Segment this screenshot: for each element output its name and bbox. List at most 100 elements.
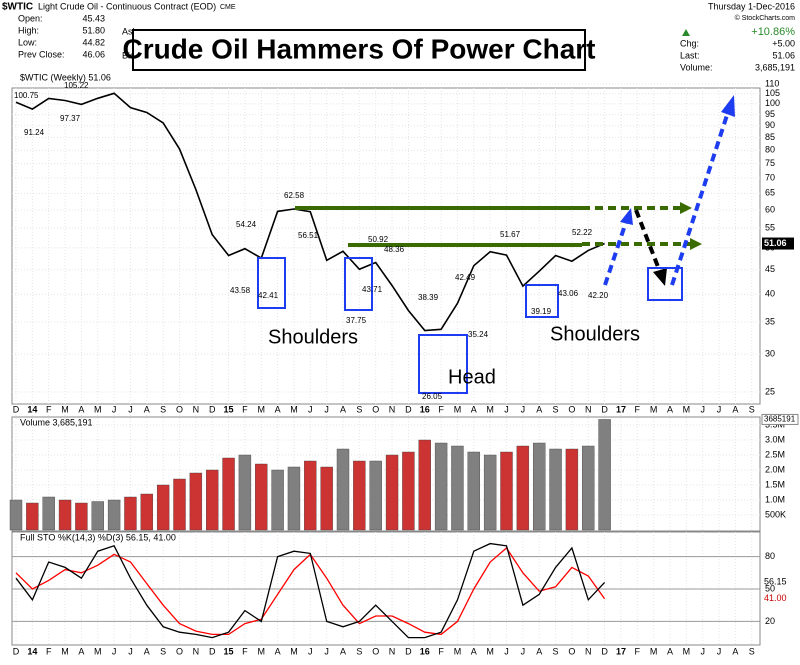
price-panel [11,87,761,405]
credit: © StockCharts.com [735,14,796,22]
y-tick-label: 65 [765,188,775,198]
x-tick-label: D [405,646,412,656]
chart-title: Crude Oil Hammers Of Power Chart [122,33,595,64]
y-tick-label: 85 [765,132,775,142]
price-label: 38.39 [418,293,439,302]
hammer-box [257,257,286,309]
header-label: Open: [18,13,43,23]
price-label: 39.19 [531,307,552,316]
price-legend: $WTIC (Weekly) 51.06 [20,72,111,82]
y-tick-label: 70 [765,172,775,182]
volume-bar [255,463,268,531]
volume-bar [434,442,448,531]
vol-last: 3685191 [764,415,796,424]
annotation: Shoulders [268,326,358,348]
volume-bar [124,496,137,531]
volume-bar [549,448,562,531]
x-tick-label: S [160,646,166,656]
x-tick-label: A [275,646,281,656]
x-tick-label: F [635,404,641,414]
arrowhead [690,238,702,250]
sto-d-last: 41.00 [764,593,787,603]
volume-bar [369,460,382,531]
vol-tag [761,413,799,425]
x-tick-label: J [700,646,705,656]
volume-bar [9,499,23,531]
x-tick-label: D [209,646,216,656]
sto-legend: Full STO %K(14,3) %D(3) 56.15, 41.00 [20,532,176,542]
x-tick-label: J [521,404,526,414]
x-tick-label: O [568,646,575,656]
price-label: 42.41 [258,291,279,300]
x-tick-label: M [290,646,298,656]
y-tick-label: 60 [765,204,775,214]
x-tick-label: J [112,646,117,656]
price-label: 43.06 [558,289,579,298]
x-tick-label: O [372,404,379,414]
x-tick-label: S [356,404,362,414]
x-tick-label: A [732,404,738,414]
projection-down [634,209,662,273]
x-tick-label: O [372,646,379,656]
volume-bar [287,466,301,531]
price-label: 91.24 [24,128,45,137]
volume-bar [385,454,399,531]
x-tick-label: F [46,646,52,656]
x-tick-label: M [94,404,102,414]
volume-bar [140,493,154,531]
x-tick-label: J [700,404,705,414]
volume-bar [598,419,611,531]
annotation: Head [448,366,496,388]
x-tick-label: F [438,646,444,656]
volume-bar [189,472,203,531]
header-value: 51.06 [772,50,795,60]
bid: Bid: [122,50,138,60]
x-tick-label: A [144,646,150,656]
y-tick-label: 45 [765,264,775,274]
x-tick-label: J [324,404,329,414]
x-tick-label: F [242,404,248,414]
arrowhead [680,202,692,214]
price-label: 52.22 [572,228,593,237]
header-value: 45.43 [82,13,105,23]
x-tick-label: J [112,404,117,414]
x-tick-label: 14 [27,646,37,656]
y-tick-label: 40 [765,289,775,299]
sto-line [15,542,606,639]
x-tick-label: S [553,646,559,656]
x-tick-label: J [128,646,133,656]
x-tick-label: F [242,646,248,656]
volume-bar [500,451,513,531]
x-tick-label: J [504,404,509,414]
x-tick-label: M [650,404,658,414]
x-tick-label: S [356,646,362,656]
x-tick-label: D [13,646,20,656]
x-tick-label: M [94,646,102,656]
up-arrow [682,29,690,36]
y-tick-label: 55 [765,222,775,232]
volume-bar [173,478,186,531]
header-label: Low: [18,37,37,47]
y-tick-label: 95 [765,109,775,119]
volume-bar [26,502,39,531]
x-tick-label: F [635,646,641,656]
price-label: 42.20 [588,291,609,300]
x-tick-label: J [504,646,509,656]
hammer-box [525,284,559,318]
x-tick-label: A [275,404,281,414]
y-tick-label: 105 [765,88,780,98]
x-tick-label: J [717,646,722,656]
header-value: +5.00 [772,38,795,48]
hammer-box [344,257,373,311]
header-value: 3,685,191 [755,62,795,72]
x-tick-label: N [585,404,592,414]
vol-tick-label: 2.0M [765,464,785,474]
volume-bar [222,457,235,531]
volume-bar [483,454,497,531]
volume-bar [336,448,350,531]
volume-bar [42,496,55,531]
x-tick-label: F [438,404,444,414]
vol-tick-label: 1.0M [765,494,785,504]
drawings [257,95,735,394]
